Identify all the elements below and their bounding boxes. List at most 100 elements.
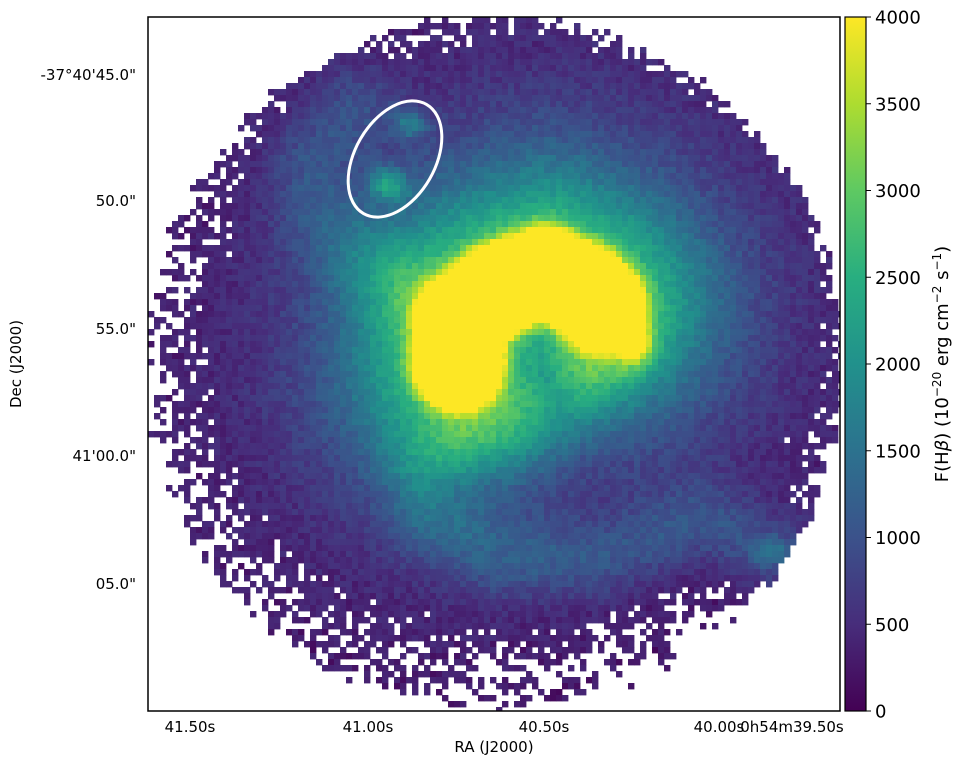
flux-pixel bbox=[376, 263, 383, 270]
flux-pixel bbox=[748, 161, 755, 168]
flux-pixel bbox=[454, 335, 461, 342]
flux-pixel bbox=[466, 215, 473, 222]
flux-pixel bbox=[724, 347, 731, 354]
flux-pixel bbox=[352, 155, 359, 162]
flux-pixel bbox=[232, 263, 239, 270]
flux-pixel bbox=[688, 197, 695, 204]
flux-pixel bbox=[316, 305, 323, 312]
flux-pixel bbox=[424, 257, 431, 264]
flux-pixel bbox=[496, 311, 503, 318]
flux-pixel bbox=[394, 281, 401, 288]
flux-pixel bbox=[250, 197, 257, 204]
flux-pixel bbox=[364, 221, 371, 228]
flux-pixel bbox=[604, 227, 611, 234]
flux-pixel bbox=[502, 251, 509, 258]
flux-pixel bbox=[304, 119, 311, 126]
flux-pixel bbox=[262, 143, 269, 150]
flux-pixel bbox=[160, 347, 167, 354]
flux-pixel bbox=[670, 275, 677, 282]
flux-pixel bbox=[766, 317, 773, 324]
flux-pixel bbox=[718, 335, 725, 342]
flux-pixel bbox=[592, 29, 599, 36]
flux-pixel bbox=[340, 71, 347, 78]
flux-pixel bbox=[322, 311, 329, 318]
flux-pixel bbox=[742, 329, 749, 336]
flux-pixel bbox=[316, 311, 323, 318]
flux-pixel bbox=[352, 197, 359, 204]
flux-pixel bbox=[640, 251, 647, 258]
flux-pixel bbox=[364, 203, 371, 210]
flux-pixel bbox=[532, 83, 539, 90]
flux-pixel bbox=[400, 41, 407, 48]
flux-pixel bbox=[232, 269, 239, 276]
flux-pixel bbox=[574, 161, 581, 168]
flux-pixel bbox=[514, 341, 521, 348]
flux-pixel bbox=[442, 299, 449, 306]
flux-pixel bbox=[358, 203, 365, 210]
flux-pixel bbox=[814, 221, 821, 228]
flux-pixel bbox=[814, 269, 821, 276]
flux-pixel bbox=[190, 323, 197, 330]
flux-pixel bbox=[544, 65, 551, 72]
flux-pixel bbox=[238, 353, 245, 360]
flux-pixel bbox=[700, 119, 707, 126]
flux-pixel bbox=[328, 65, 335, 72]
flux-pixel bbox=[730, 155, 737, 162]
flux-pixel bbox=[262, 179, 269, 186]
flux-pixel bbox=[370, 263, 377, 270]
flux-pixel bbox=[490, 299, 497, 306]
flux-pixel bbox=[442, 137, 449, 144]
flux-pixel bbox=[466, 89, 473, 96]
flux-pixel bbox=[682, 83, 689, 90]
flux-pixel bbox=[442, 131, 449, 138]
flux-pixel bbox=[544, 197, 551, 204]
flux-pixel bbox=[226, 329, 233, 336]
flux-pixel bbox=[616, 131, 623, 138]
flux-pixel bbox=[556, 143, 563, 150]
flux-pixel bbox=[256, 341, 263, 348]
flux-pixel bbox=[268, 179, 275, 186]
flux-pixel bbox=[538, 203, 545, 210]
flux-pixel bbox=[412, 143, 419, 150]
flux-pixel bbox=[664, 317, 671, 324]
flux-pixel bbox=[568, 239, 575, 246]
flux-pixel bbox=[442, 53, 449, 60]
flux-pixel bbox=[808, 317, 815, 324]
flux-pixel bbox=[772, 305, 779, 312]
flux-pixel bbox=[424, 143, 431, 150]
flux-pixel bbox=[388, 185, 395, 192]
flux-pixel bbox=[442, 107, 449, 114]
flux-pixel bbox=[754, 197, 761, 204]
flux-pixel bbox=[652, 329, 659, 336]
flux-pixel bbox=[340, 131, 347, 138]
flux-pixel bbox=[346, 125, 353, 132]
flux-pixel bbox=[400, 155, 407, 162]
flux-pixel bbox=[712, 101, 719, 108]
flux-pixel bbox=[622, 173, 629, 180]
flux-pixel bbox=[340, 161, 347, 168]
flux-pixel bbox=[400, 323, 407, 330]
flux-pixel bbox=[748, 263, 755, 270]
flux-pixel bbox=[220, 353, 227, 360]
flux-pixel bbox=[160, 293, 167, 300]
flux-pixel bbox=[412, 149, 419, 156]
flux-pixel bbox=[394, 29, 401, 36]
flux-pixel bbox=[640, 209, 647, 216]
flux-pixel bbox=[748, 239, 755, 246]
flux-pixel bbox=[808, 323, 815, 330]
flux-pixel bbox=[718, 137, 725, 144]
flux-pixel bbox=[676, 155, 683, 162]
flux-pixel bbox=[604, 167, 611, 174]
flux-pixel bbox=[376, 305, 383, 312]
flux-pixel bbox=[610, 299, 617, 306]
flux-pixel bbox=[652, 101, 659, 108]
flux-pixel bbox=[304, 275, 311, 282]
flux-pixel bbox=[304, 77, 311, 84]
flux-pixel bbox=[364, 275, 371, 282]
flux-pixel bbox=[316, 353, 323, 360]
flux-pixel bbox=[646, 89, 653, 96]
flux-pixel bbox=[586, 119, 593, 126]
flux-pixel bbox=[688, 299, 695, 306]
flux-pixel bbox=[364, 65, 371, 72]
flux-pixel bbox=[472, 65, 479, 72]
